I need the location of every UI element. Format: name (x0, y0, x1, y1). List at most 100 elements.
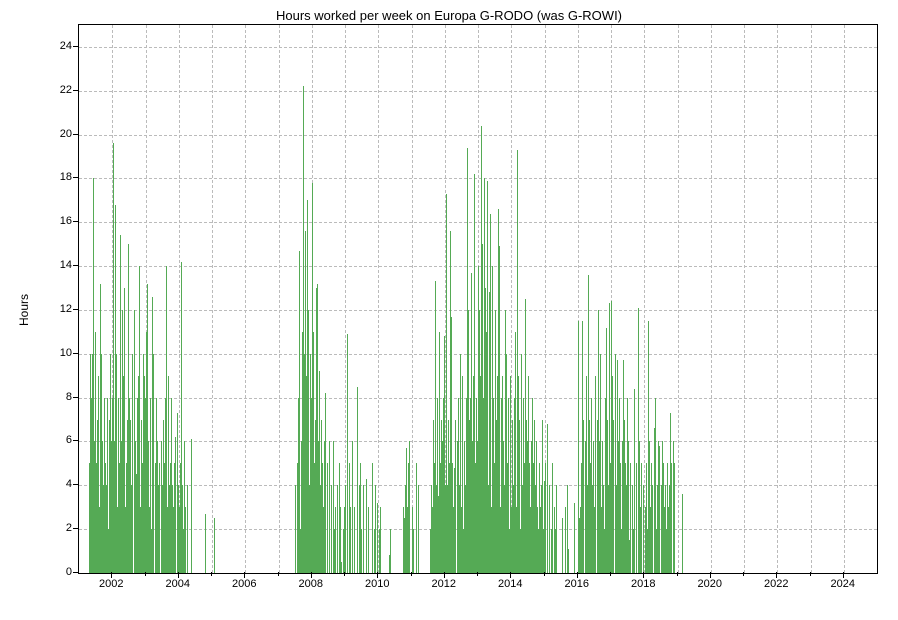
ytick-mark (73, 221, 78, 222)
bar (583, 420, 584, 573)
xtick-mark-minor (211, 572, 212, 576)
bar (191, 439, 192, 573)
ytick-label: 10 (32, 347, 72, 359)
gridline-v (711, 25, 712, 573)
bar (375, 485, 376, 573)
bar (175, 437, 176, 573)
gridline-v-minor (744, 25, 745, 573)
ytick-mark (73, 353, 78, 354)
plot-area (78, 24, 878, 574)
ytick-label: 6 (32, 434, 72, 446)
y-axis-label: Hours (17, 294, 31, 326)
xtick-label: 2006 (232, 578, 256, 590)
xtick-mark-minor (544, 572, 545, 576)
xtick-mark-minor (477, 572, 478, 576)
bar (556, 485, 557, 573)
gridline-v (378, 25, 379, 573)
bar (390, 529, 391, 573)
ytick-label: 20 (32, 128, 72, 140)
chart-title: Hours worked per week on Europa G-RODO (… (0, 8, 898, 23)
bar (205, 514, 206, 573)
xtick-label: 2004 (166, 578, 190, 590)
bar (562, 518, 563, 573)
ytick-label: 2 (32, 522, 72, 534)
bar (377, 503, 378, 573)
xtick-label: 2020 (698, 578, 722, 590)
bar (187, 485, 188, 573)
bar (413, 529, 414, 573)
bar (565, 507, 566, 573)
gridline-v-minor (212, 25, 213, 573)
bar (340, 507, 341, 573)
ytick-mark (73, 528, 78, 529)
ytick-label: 4 (32, 478, 72, 490)
bar (551, 529, 552, 573)
ytick-label: 12 (32, 303, 72, 315)
xtick-label: 2014 (498, 578, 522, 590)
gridline-v (245, 25, 246, 573)
ytick-label: 0 (32, 566, 72, 578)
bar (214, 518, 215, 573)
xtick-mark-minor (411, 572, 412, 576)
ytick-mark (73, 309, 78, 310)
xtick-label: 2018 (631, 578, 655, 590)
ytick-mark (73, 265, 78, 266)
xtick-mark-minor (610, 572, 611, 576)
gridline-v-minor (279, 25, 280, 573)
gridline-v-minor (678, 25, 679, 573)
bar (372, 503, 373, 573)
ytick-label: 22 (32, 84, 72, 96)
bar (574, 503, 575, 573)
xtick-label: 2012 (432, 578, 456, 590)
bar (335, 507, 336, 573)
ytick-label: 8 (32, 391, 72, 403)
ytick-mark (73, 46, 78, 47)
xtick-mark-minor (344, 572, 345, 576)
ytick-label: 14 (32, 259, 72, 271)
chart-container: Hours worked per week on Europa G-RODO (… (0, 0, 898, 620)
xtick-mark-minor (743, 572, 744, 576)
gridline-v-minor (811, 25, 812, 573)
ytick-mark (73, 90, 78, 91)
bar (337, 485, 338, 573)
xtick-label: 2002 (99, 578, 123, 590)
bar (568, 549, 569, 573)
bar (185, 507, 186, 573)
xtick-label: 2022 (764, 578, 788, 590)
bar (368, 507, 369, 573)
ytick-mark (73, 572, 78, 573)
xtick-label: 2010 (365, 578, 389, 590)
bar (363, 485, 364, 573)
gridline-v (777, 25, 778, 573)
gridline-v (844, 25, 845, 573)
bar (184, 441, 185, 573)
bar (674, 463, 675, 573)
xtick-label: 2016 (565, 578, 589, 590)
xtick-mark-minor (278, 572, 279, 576)
ytick-mark (73, 177, 78, 178)
bar (418, 485, 419, 573)
ytick-mark (73, 397, 78, 398)
ytick-label: 24 (32, 40, 72, 52)
ytick-label: 16 (32, 215, 72, 227)
bar (354, 507, 355, 573)
bar (404, 518, 405, 573)
ytick-mark (73, 440, 78, 441)
bar (366, 479, 367, 573)
ytick-mark (73, 134, 78, 135)
ytick-label: 18 (32, 171, 72, 183)
bar (159, 463, 160, 573)
xtick-label: 2024 (831, 578, 855, 590)
xtick-mark-minor (145, 572, 146, 576)
bar (380, 507, 381, 573)
bar (455, 463, 456, 573)
ytick-mark (73, 484, 78, 485)
xtick-label: 2008 (299, 578, 323, 590)
bar (341, 562, 342, 573)
xtick-mark-minor (677, 572, 678, 576)
gridline-v-minor (412, 25, 413, 573)
bar (345, 485, 346, 573)
bar (409, 485, 410, 573)
bar (682, 494, 683, 573)
xtick-mark-minor (810, 572, 811, 576)
